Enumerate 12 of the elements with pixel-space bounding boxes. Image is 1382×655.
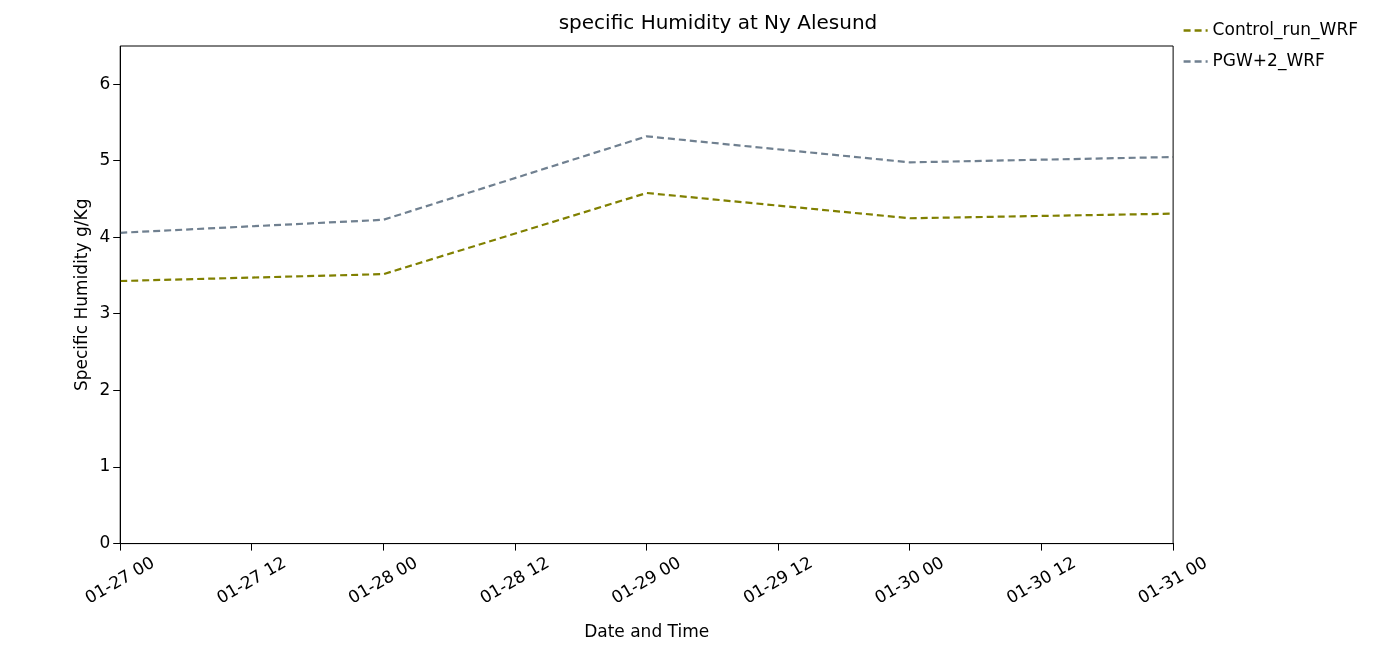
y-tick-label: 6 <box>99 72 111 93</box>
y-tick-label: 5 <box>99 149 111 170</box>
y-axis-title: Specific Humidity g/Kg <box>70 198 91 392</box>
legend-label: PGW+2_WRF <box>1212 49 1325 71</box>
y-tick-label: 2 <box>99 378 111 399</box>
y-tick-label: 3 <box>99 302 111 323</box>
y-tick-label: 4 <box>99 225 111 246</box>
chart-title: specific Humidity at Ny Alesund <box>558 10 878 35</box>
legend-label: Control_run_WRF <box>1212 18 1358 40</box>
x-axis-title: Date and Time <box>584 621 710 642</box>
y-tick-label: 1 <box>99 455 111 476</box>
y-tick-label: 0 <box>99 532 111 553</box>
